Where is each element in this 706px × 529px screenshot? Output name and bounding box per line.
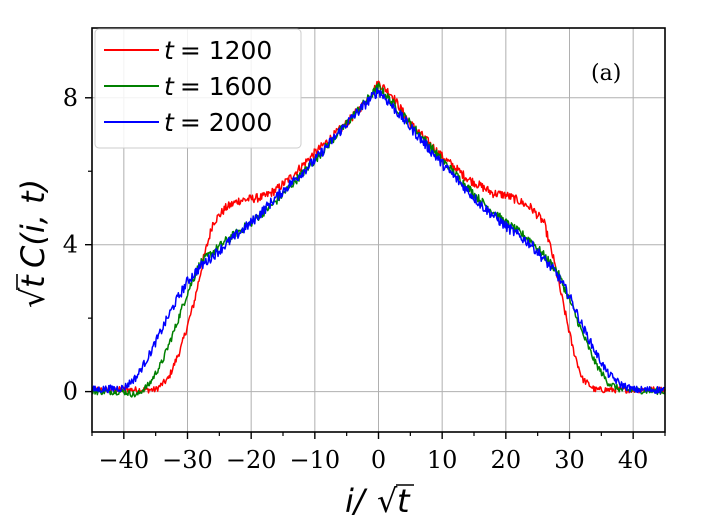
x-tick-label: 20 (491, 446, 522, 474)
x-axis-title: i/ √ t (345, 482, 414, 520)
x-tick-label: −20 (226, 446, 277, 474)
series-line-1 (91, 80, 666, 394)
tick-labels: −40 −30 −20 −10 0 10 20 30 40 0 4 8 (63, 84, 649, 474)
x-tick-label: 10 (427, 446, 458, 474)
series-layer (91, 80, 666, 398)
x-tick-label: 0 (371, 446, 386, 474)
y-axis-title-sqrt: √ (14, 287, 52, 308)
y-axis-title-rest: C(i, t) (14, 179, 52, 268)
legend-var: t (164, 72, 175, 101)
legend-value: = 1200 (180, 36, 273, 65)
legend-var: t (164, 36, 175, 65)
y-axis-title: √ t C(i, t) (14, 179, 52, 308)
x-tick-label: −10 (290, 446, 341, 474)
x-tick-label: 40 (618, 446, 649, 474)
x-axis-title-i: i/ (345, 482, 368, 520)
x-axis-title-sqrt: √ (377, 482, 398, 520)
y-tick-label: 4 (63, 231, 78, 259)
legend-box (94, 28, 302, 149)
legend-label-3: t = 2000 (164, 108, 272, 137)
legend-value: = 2000 (180, 108, 273, 137)
series-line-3 (91, 87, 666, 395)
ticks (85, 97, 666, 439)
x-axis-title-t: t (397, 482, 411, 520)
legend-var: t (164, 108, 175, 137)
y-tick-label: 8 (63, 84, 78, 112)
y-tick-label: 0 (63, 378, 78, 406)
x-tick-label: 30 (554, 446, 585, 474)
x-tick-label: −30 (162, 446, 213, 474)
legend-label-1: t = 1200 (164, 36, 272, 65)
panel-label: (a) (591, 61, 621, 86)
y-axis-title-t: t (14, 274, 52, 288)
legend-value: = 1600 (180, 72, 273, 101)
x-tick-label: −40 (99, 446, 150, 474)
legend-label-2: t = 1600 (164, 72, 272, 101)
